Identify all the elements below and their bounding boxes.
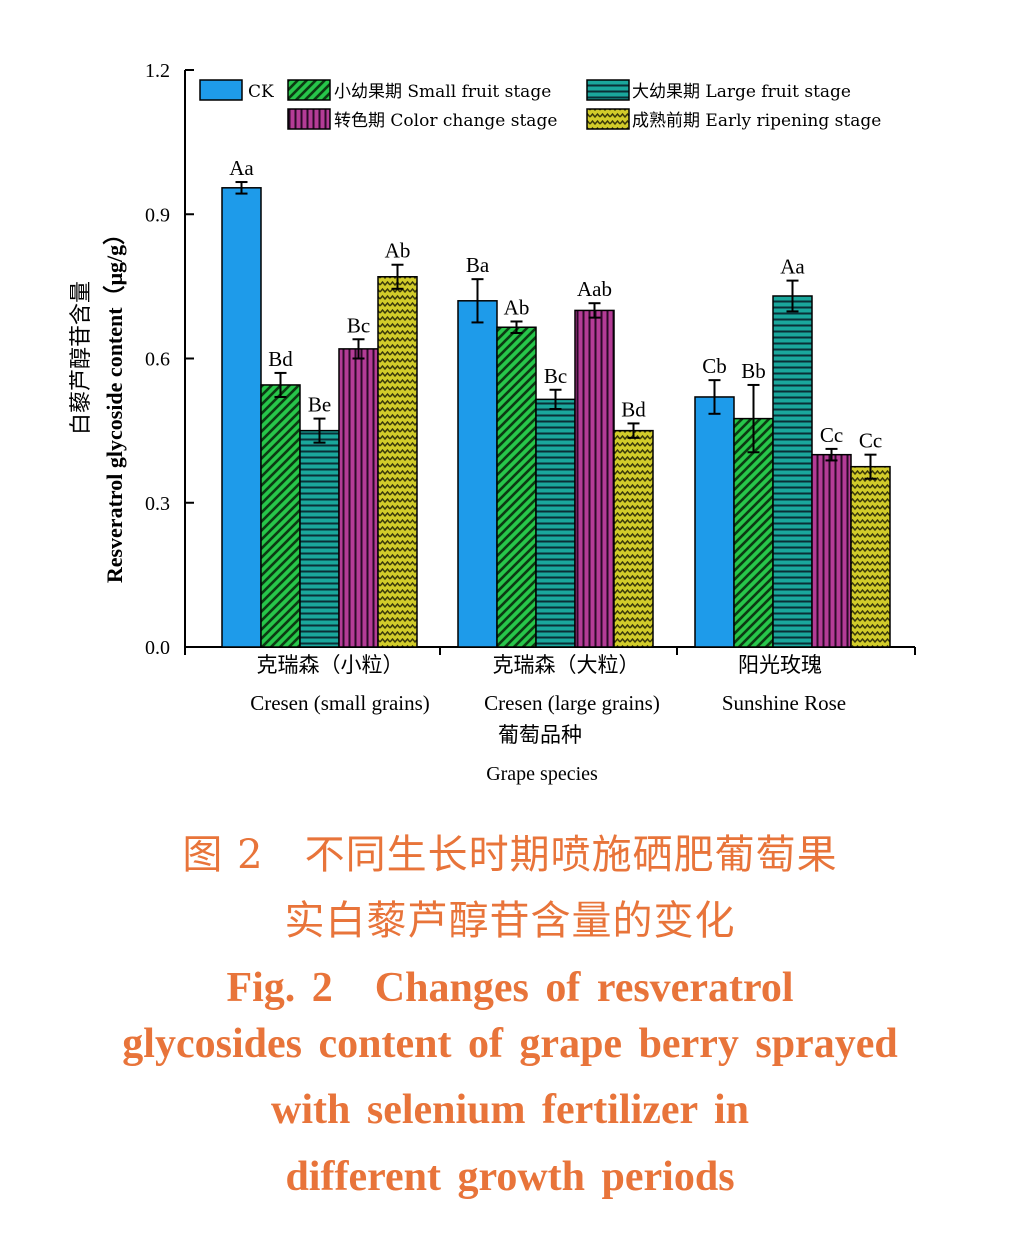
significance-label: Bc	[347, 313, 370, 337]
category-label-en: Sunshine Rose	[722, 691, 846, 715]
bar	[457, 300, 498, 648]
caption-cn-line1: 图 2 不同生长时期喷施硒肥葡萄果	[182, 832, 838, 878]
legend-label: CK	[248, 82, 274, 102]
caption-en-line3: with selenium fertilizer in	[271, 1087, 749, 1133]
significance-label: Bc	[544, 364, 567, 388]
significance-label: Ba	[466, 253, 490, 277]
bar	[850, 465, 891, 648]
category-label-cn: 克瑞森（大粒）	[493, 653, 640, 677]
caption-cn-line2: 实白藜芦醇苷含量的变化	[284, 898, 736, 944]
y-axis-label-cn: 白藜芦醇苷含量	[69, 281, 94, 435]
x-axis-label-cn: 葡萄品种	[498, 723, 582, 747]
significance-label: Bd	[268, 347, 293, 371]
y-axis-label-en: Resveratrol glycoside content（μg/g）	[102, 223, 127, 583]
bar	[221, 187, 262, 648]
significance-label: Be	[308, 393, 331, 417]
significance-label: Ab	[504, 295, 530, 319]
significance-label: Bb	[741, 359, 766, 383]
bar	[613, 429, 654, 648]
y-tick-label: 0.9	[145, 204, 170, 226]
category-label-cn: 阳光玫瑰	[738, 653, 822, 677]
bar	[377, 276, 418, 648]
significance-label: Cb	[702, 354, 727, 378]
legend-label: 转色期 Color change stage	[334, 111, 557, 131]
bar	[496, 326, 537, 648]
legend-swatch	[287, 108, 331, 130]
y-tick-label: 0.3	[145, 493, 170, 515]
y-tick-label: 1.2	[145, 60, 170, 82]
significance-label: Cc	[859, 429, 882, 453]
category-label-cn: 克瑞森（小粒）	[257, 653, 404, 677]
y-tick-label: 0.0	[145, 637, 170, 659]
chart-area: 0.0 0.3 0.6 0.9 1.2 白藜芦醇苷含量 Resveratrol glycos…	[69, 60, 916, 785]
significance-label: Cc	[820, 423, 843, 447]
category-label-en: Cresen (large grains)	[484, 691, 660, 715]
significance-label: Ab	[385, 239, 411, 263]
y-tick-label: 0.6	[145, 349, 170, 371]
legend-swatch	[199, 79, 243, 101]
caption-en-line1: Fig. 2 Changes of resveratrol	[226, 965, 794, 1011]
legend-label: 成熟前期 Early ripening stage	[632, 110, 881, 131]
bar	[535, 398, 576, 648]
legend-swatch	[586, 108, 630, 130]
legend-swatch	[586, 79, 630, 101]
caption-en-line2: glycosides content of grape berry spraye…	[122, 1021, 898, 1067]
bar	[338, 348, 379, 648]
x-axis-label-en: Grape species	[486, 763, 598, 785]
significance-label: Bd	[621, 397, 646, 421]
bar	[811, 453, 852, 648]
significance-label: Aa	[780, 255, 805, 279]
bar	[694, 396, 735, 648]
bar	[260, 384, 301, 648]
legend-label: 小幼果期 Small fruit stage	[334, 82, 551, 102]
bar	[574, 309, 615, 648]
category-label-en: Cresen (small grains)	[250, 691, 430, 715]
bar	[772, 295, 813, 648]
bar	[299, 429, 340, 648]
bar-chart: 0.0 0.3 0.6 0.9 1.2 白藜芦醇苷含量 Resveratrol glycos…	[69, 60, 916, 785]
legend-swatch	[287, 79, 331, 101]
significance-label: Aa	[229, 156, 254, 180]
significance-label: Aab	[577, 277, 612, 301]
legend-label: 大幼果期 Large fruit stage	[632, 82, 851, 102]
caption-en-line4: different growth periods	[285, 1154, 735, 1200]
